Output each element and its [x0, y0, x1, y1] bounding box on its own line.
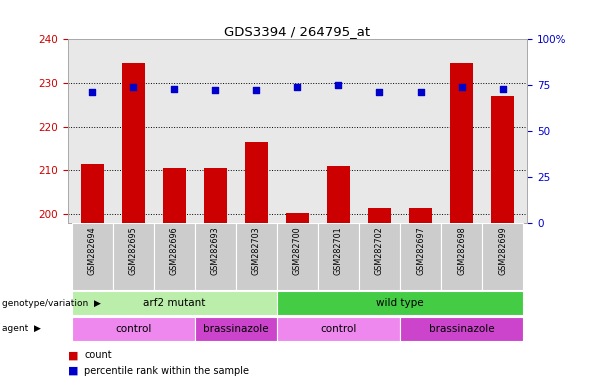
Bar — [277, 291, 523, 315]
Point — [252, 87, 261, 93]
Point — [416, 89, 425, 95]
Text: arf2 mutant: arf2 mutant — [143, 298, 206, 308]
Point — [211, 87, 220, 93]
Bar — [277, 317, 400, 341]
Bar — [368, 208, 391, 223]
Text: agent  ▶: agent ▶ — [2, 324, 41, 333]
Bar — [113, 223, 154, 290]
Text: brassinazole: brassinazole — [203, 324, 269, 334]
Text: GSM282696: GSM282696 — [170, 227, 179, 275]
Point — [88, 89, 97, 95]
Bar — [204, 168, 227, 223]
Text: control: control — [320, 324, 357, 334]
Text: GSM282697: GSM282697 — [416, 227, 425, 275]
Text: GSM282693: GSM282693 — [211, 227, 220, 275]
Text: ■: ■ — [68, 350, 78, 360]
Bar — [327, 166, 350, 223]
Bar — [318, 223, 359, 290]
Point — [375, 89, 384, 95]
Point — [170, 86, 179, 92]
Point — [498, 86, 507, 92]
Bar — [441, 223, 482, 290]
Text: GSM282698: GSM282698 — [457, 227, 466, 275]
Text: ■: ■ — [68, 366, 78, 376]
Bar — [195, 317, 277, 341]
Bar — [72, 317, 195, 341]
Bar — [400, 317, 523, 341]
Bar — [81, 164, 104, 223]
Bar — [72, 291, 277, 315]
Bar — [245, 142, 268, 223]
Text: wild type: wild type — [376, 298, 424, 308]
Text: GSM282703: GSM282703 — [252, 227, 261, 275]
Text: GSM282699: GSM282699 — [498, 227, 507, 275]
Bar — [491, 96, 514, 223]
Bar — [409, 208, 432, 223]
Bar — [400, 223, 441, 290]
Point — [293, 84, 302, 90]
Text: count: count — [84, 350, 112, 360]
Bar — [122, 63, 145, 223]
Text: GSM282694: GSM282694 — [88, 227, 97, 275]
Text: GSM282700: GSM282700 — [293, 227, 302, 275]
Bar — [236, 223, 277, 290]
Text: GSM282702: GSM282702 — [375, 227, 384, 275]
Bar — [286, 213, 309, 223]
Title: GDS3394 / 264795_at: GDS3394 / 264795_at — [224, 25, 370, 38]
Bar — [277, 223, 318, 290]
Bar — [195, 223, 236, 290]
Text: genotype/variation  ▶: genotype/variation ▶ — [2, 299, 101, 308]
Point — [128, 84, 138, 90]
Text: control: control — [115, 324, 151, 334]
Bar — [450, 63, 473, 223]
Text: GSM282701: GSM282701 — [334, 227, 343, 275]
Bar — [359, 223, 400, 290]
Text: GSM282695: GSM282695 — [129, 227, 138, 275]
Point — [457, 84, 466, 90]
Bar — [482, 223, 523, 290]
Bar — [72, 223, 113, 290]
Text: percentile rank within the sample: percentile rank within the sample — [84, 366, 249, 376]
Text: brassinazole: brassinazole — [429, 324, 494, 334]
Point — [334, 82, 343, 88]
Bar — [163, 168, 186, 223]
Bar — [154, 223, 195, 290]
